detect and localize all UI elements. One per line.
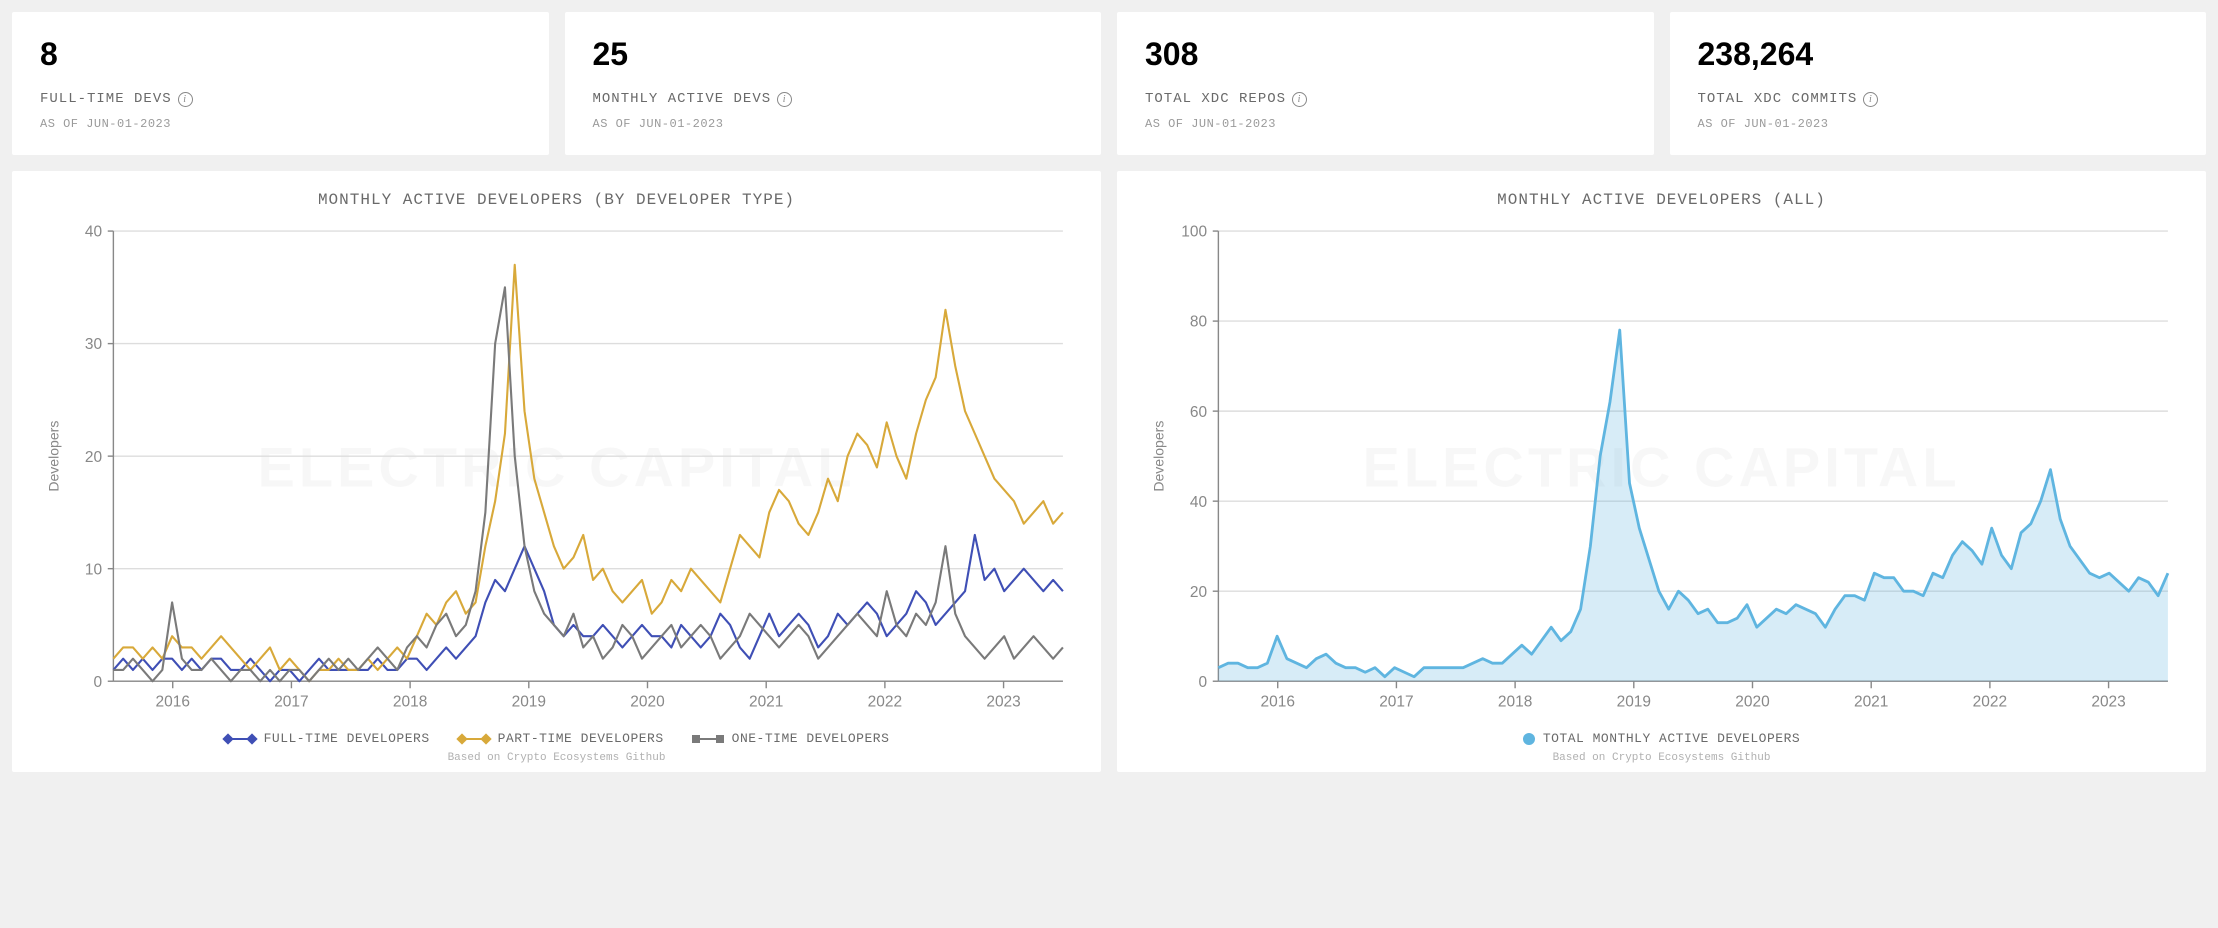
svg-text:2016: 2016: [156, 694, 190, 711]
chart-title: MONTHLY ACTIVE DEVELOPERS (BY DEVELOPER …: [36, 191, 1077, 209]
stat-value: 8: [40, 36, 521, 73]
chart-credit: Based on Crypto Ecosystems Github: [1141, 752, 2182, 764]
chart-body: ELECTRIC CAPITAL 020406080100Developers2…: [1141, 217, 2182, 723]
svg-text:2017: 2017: [1379, 694, 1413, 711]
legend-label: FULL-TIME DEVELOPERS: [264, 731, 430, 746]
stat-date: AS OF JUN-01-2023: [40, 117, 521, 131]
dashboard: 8 FULL-TIME DEVSi AS OF JUN-01-2023 25 M…: [12, 12, 2206, 772]
legend-line: [692, 734, 724, 744]
svg-text:2018: 2018: [1498, 694, 1532, 711]
svg-text:2021: 2021: [1854, 694, 1888, 711]
svg-text:2016: 2016: [1261, 694, 1295, 711]
chart-svg-left: 0 10 20 30 40 Developers 2016 2017 2018 2019 2020 2…: [36, 217, 1077, 723]
stat-value: 238,264: [1698, 36, 2179, 73]
svg-text:2022: 2022: [1973, 694, 2007, 711]
stat-value: 25: [593, 36, 1074, 73]
svg-text:2018: 2018: [393, 694, 427, 711]
legend-marker: [1523, 733, 1535, 745]
stat-card: 238,264 TOTAL XDC COMMITSi AS OF JUN-01-…: [1670, 12, 2207, 155]
svg-text:0: 0: [1199, 674, 1208, 691]
legend-item: PART-TIME DEVELOPERS: [458, 731, 664, 746]
stat-label: MONTHLY ACTIVE DEVSi: [593, 91, 1074, 107]
stat-label: TOTAL XDC COMMITSi: [1698, 91, 2179, 107]
svg-text:Developers: Developers: [1151, 421, 1167, 492]
chart-title: MONTHLY ACTIVE DEVELOPERS (ALL): [1141, 191, 2182, 209]
charts-row: MONTHLY ACTIVE DEVELOPERS (BY DEVELOPER …: [12, 171, 2206, 772]
svg-text:2020: 2020: [630, 694, 664, 711]
svg-text:100: 100: [1181, 224, 1207, 241]
svg-text:30: 30: [85, 336, 102, 353]
legend-item: TOTAL MONTHLY ACTIVE DEVELOPERS: [1523, 731, 1800, 746]
stat-value: 308: [1145, 36, 1626, 73]
svg-text:20: 20: [85, 449, 102, 466]
stat-date: AS OF JUN-01-2023: [593, 117, 1074, 131]
svg-text:40: 40: [1190, 494, 1207, 511]
legend: TOTAL MONTHLY ACTIVE DEVELOPERS: [1141, 731, 2182, 746]
info-icon[interactable]: i: [178, 92, 193, 107]
svg-text:2019: 2019: [512, 694, 546, 711]
chart-svg-right: 0 20 40 60 80 100 Developers 2016 2017 2018 2019 20…: [1141, 217, 2182, 723]
svg-text:Developers: Developers: [46, 421, 62, 492]
svg-text:10: 10: [85, 561, 102, 578]
legend: FULL-TIME DEVELOPERS PART-TIME DEVELOPER…: [36, 731, 1077, 746]
svg-text:80: 80: [1190, 314, 1207, 331]
info-icon[interactable]: i: [777, 92, 792, 107]
legend-line: [458, 734, 490, 744]
stat-date: AS OF JUN-01-2023: [1698, 117, 2179, 131]
legend-item: FULL-TIME DEVELOPERS: [224, 731, 430, 746]
legend-label: ONE-TIME DEVELOPERS: [732, 731, 890, 746]
svg-text:2019: 2019: [1617, 694, 1651, 711]
chart-credit: Based on Crypto Ecosystems Github: [36, 752, 1077, 764]
legend-label: PART-TIME DEVELOPERS: [498, 731, 664, 746]
svg-text:2022: 2022: [868, 694, 902, 711]
stat-card: 25 MONTHLY ACTIVE DEVSi AS OF JUN-01-202…: [565, 12, 1102, 155]
svg-text:2021: 2021: [749, 694, 783, 711]
stat-label: FULL-TIME DEVSi: [40, 91, 521, 107]
stat-date: AS OF JUN-01-2023: [1145, 117, 1626, 131]
chart-card-all: MONTHLY ACTIVE DEVELOPERS (ALL) ELECTRIC…: [1117, 171, 2206, 772]
stat-card: 308 TOTAL XDC REPOSi AS OF JUN-01-2023: [1117, 12, 1654, 155]
svg-text:2023: 2023: [2091, 694, 2125, 711]
svg-text:2020: 2020: [1735, 694, 1769, 711]
stat-card: 8 FULL-TIME DEVSi AS OF JUN-01-2023: [12, 12, 549, 155]
stats-row: 8 FULL-TIME DEVSi AS OF JUN-01-2023 25 M…: [12, 12, 2206, 155]
legend-label: TOTAL MONTHLY ACTIVE DEVELOPERS: [1543, 731, 1800, 746]
svg-text:2023: 2023: [986, 694, 1020, 711]
svg-text:40: 40: [85, 224, 102, 241]
chart-body: ELECTRIC CAPITAL 010203040Developers2016…: [36, 217, 1077, 723]
stat-label: TOTAL XDC REPOSi: [1145, 91, 1626, 107]
legend-line: [224, 734, 256, 744]
svg-text:20: 20: [1190, 584, 1207, 601]
info-icon[interactable]: i: [1292, 92, 1307, 107]
svg-text:2017: 2017: [274, 694, 308, 711]
legend-item: ONE-TIME DEVELOPERS: [692, 731, 890, 746]
chart-card-by-type: MONTHLY ACTIVE DEVELOPERS (BY DEVELOPER …: [12, 171, 1101, 772]
svg-text:0: 0: [94, 674, 103, 691]
svg-text:60: 60: [1190, 404, 1207, 421]
info-icon[interactable]: i: [1863, 92, 1878, 107]
